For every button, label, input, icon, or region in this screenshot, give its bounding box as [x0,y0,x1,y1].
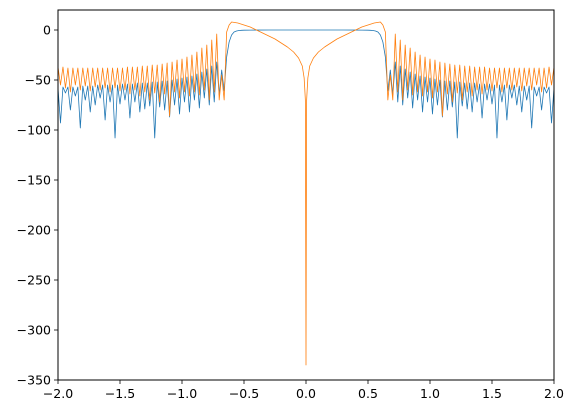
x-tick-label: −2.0 [43,386,73,401]
x-tick-label: 0.5 [358,386,378,401]
y-tick-label: −150 [17,173,51,188]
y-tick-label: −350 [17,373,51,388]
x-tick-label: −1.0 [167,386,197,401]
y-tick-label: 0 [43,23,51,38]
y-tick-label: −100 [17,123,51,138]
x-tick-label: 1.0 [420,386,440,401]
series-layer [57,21,555,366]
y-tick-label: −200 [17,223,51,238]
y-tick-label: −50 [25,73,51,88]
y-axis: 0 −50 −100 −150 −200 −250 −300 −350 [17,23,58,388]
series-line-1 [57,29,555,139]
x-tick-label: 0.0 [296,386,316,401]
x-tick-label: 1.5 [482,386,502,401]
x-tick-label: −0.5 [229,386,259,401]
y-tick-label: −300 [17,323,51,338]
x-axis: −2.0 −1.5 −1.0 −0.5 0.0 0.5 1.0 1.5 2.0 [43,380,564,401]
y-tick-label: −250 [17,273,51,288]
x-tick-label: −1.5 [105,386,135,401]
series-line-2 [57,21,555,366]
plot-frame [57,9,555,381]
x-tick-label: 2.0 [544,386,564,401]
